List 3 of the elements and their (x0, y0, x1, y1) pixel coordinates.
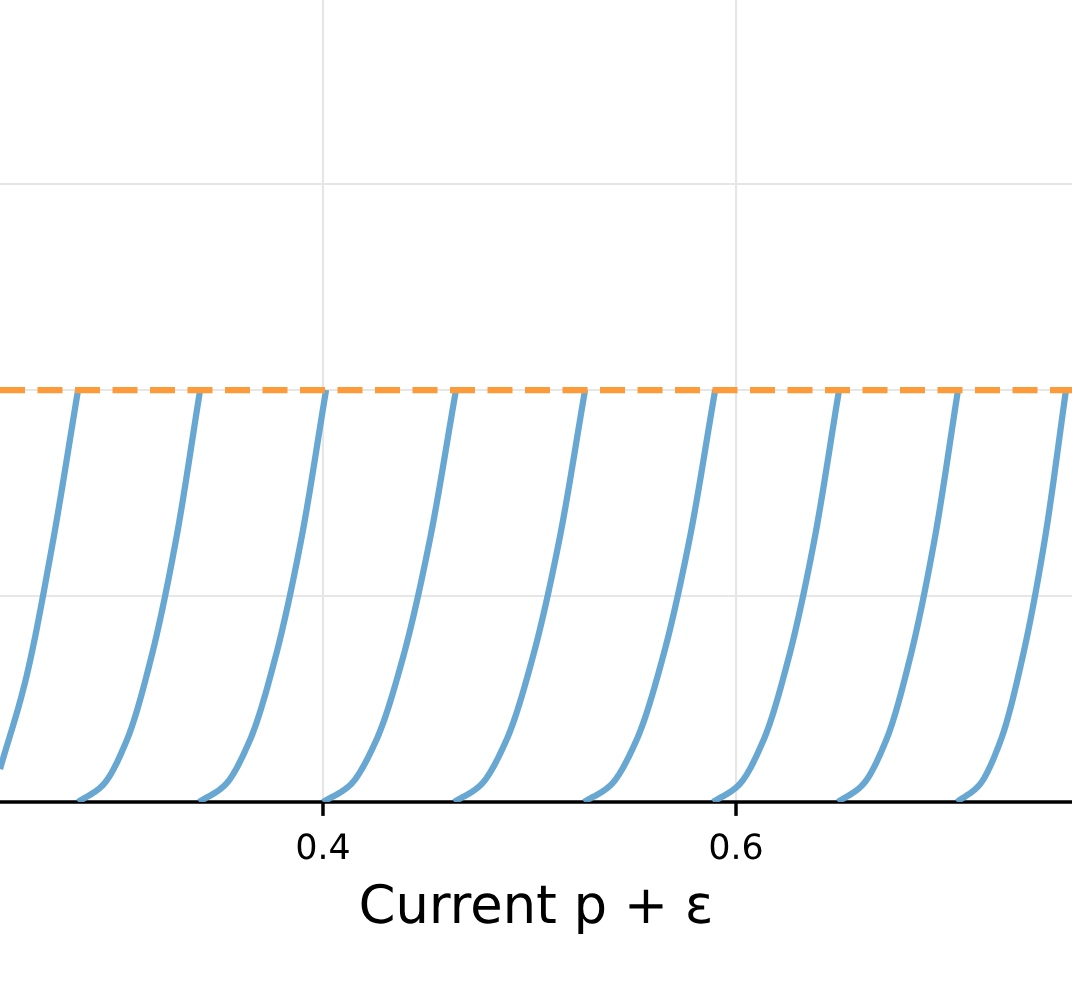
x-tick-label: 0.4 (297, 833, 349, 860)
x-tick-label: 0.6 (710, 833, 762, 860)
x-axis-title: Current p + ε (361, 883, 710, 934)
